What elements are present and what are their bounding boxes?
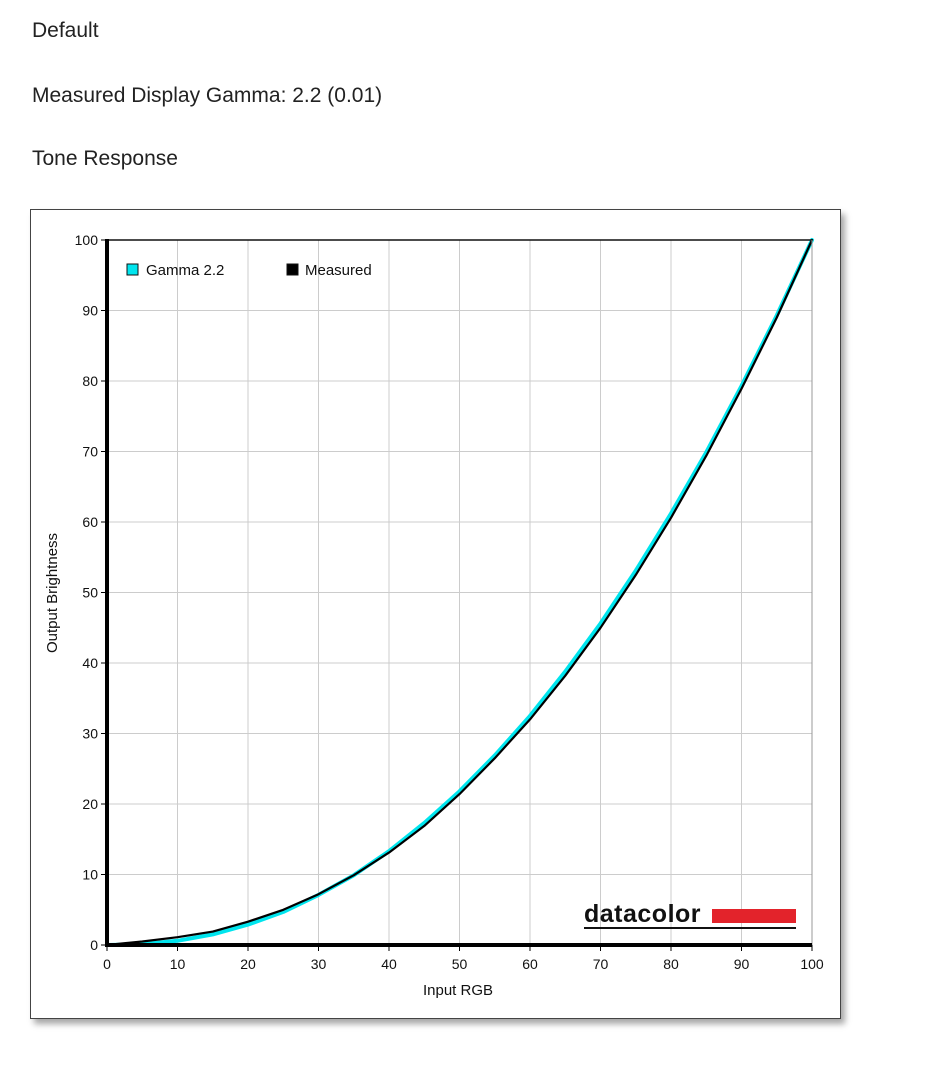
- series-line-measured: [105, 238, 814, 947]
- x-tick-label: 60: [522, 956, 538, 972]
- y-tick-label: 100: [75, 232, 99, 248]
- x-tick-label: 20: [240, 956, 256, 972]
- section-title: Tone Response: [32, 147, 178, 170]
- legend-item-measured: Measured: [286, 262, 372, 279]
- datacolor-logo-underline: [584, 927, 796, 929]
- series-layer: [105, 238, 814, 947]
- legend-swatch-gamma: [126, 263, 139, 276]
- datacolor-logo-text: datacolor: [584, 900, 701, 928]
- ticks-layer: 0 10 20 30 40 50 60 70 80 90 100 0 10 20 30 40 50 60 70 80 9…: [75, 232, 824, 972]
- x-tick-label: 0: [103, 956, 111, 972]
- datacolor-logo: datacolor: [584, 900, 796, 929]
- measured-gamma-text: Measured Display Gamma: 2.2 (0.01): [32, 84, 383, 107]
- series-line-gamma: [105, 238, 814, 947]
- chart-legend: Gamma 2.2 Measured: [126, 262, 372, 279]
- legend-label-gamma: Gamma 2.2: [146, 262, 224, 279]
- y-tick-label: 50: [82, 585, 98, 601]
- y-tick-label: 40: [82, 655, 98, 671]
- tone-response-chart: 0 10 20 30 40 50 60 70 80 90 100 0 10 20 30 40 50 60 70 80 9…: [30, 209, 841, 1019]
- y-tick-label: 90: [82, 303, 98, 319]
- x-tick-label: 90: [734, 956, 750, 972]
- x-tick-label: 30: [311, 956, 327, 972]
- y-tick-label: 20: [82, 796, 98, 812]
- y-tick-label: 0: [90, 937, 98, 953]
- y-tick-label: 70: [82, 444, 98, 460]
- y-tick-label: 10: [82, 867, 98, 883]
- x-tick-label: 50: [452, 956, 468, 972]
- x-axis-label: Input RGB: [423, 982, 493, 999]
- x-tick-label: 80: [663, 956, 679, 972]
- y-tick-label: 60: [82, 514, 98, 530]
- legend-item-gamma: Gamma 2.2: [126, 262, 224, 279]
- profile-name: Default: [32, 19, 99, 42]
- x-tick-label: 40: [381, 956, 397, 972]
- datacolor-logo-bar: [712, 909, 796, 923]
- y-tick-label: 30: [82, 726, 98, 742]
- x-tick-label: 70: [593, 956, 609, 972]
- legend-label-measured: Measured: [305, 262, 372, 279]
- grid-layer: [107, 239, 813, 945]
- legend-swatch-measured: [286, 263, 299, 276]
- x-tick-label: 10: [170, 956, 186, 972]
- chart-canvas: 0 10 20 30 40 50 60 70 80 90 100 0 10 20 30 40 50 60 70 80 9…: [44, 232, 824, 999]
- x-tick-label: 100: [800, 956, 824, 972]
- y-tick-label: 80: [82, 373, 98, 389]
- y-axis-label: Output Brightness: [44, 533, 61, 653]
